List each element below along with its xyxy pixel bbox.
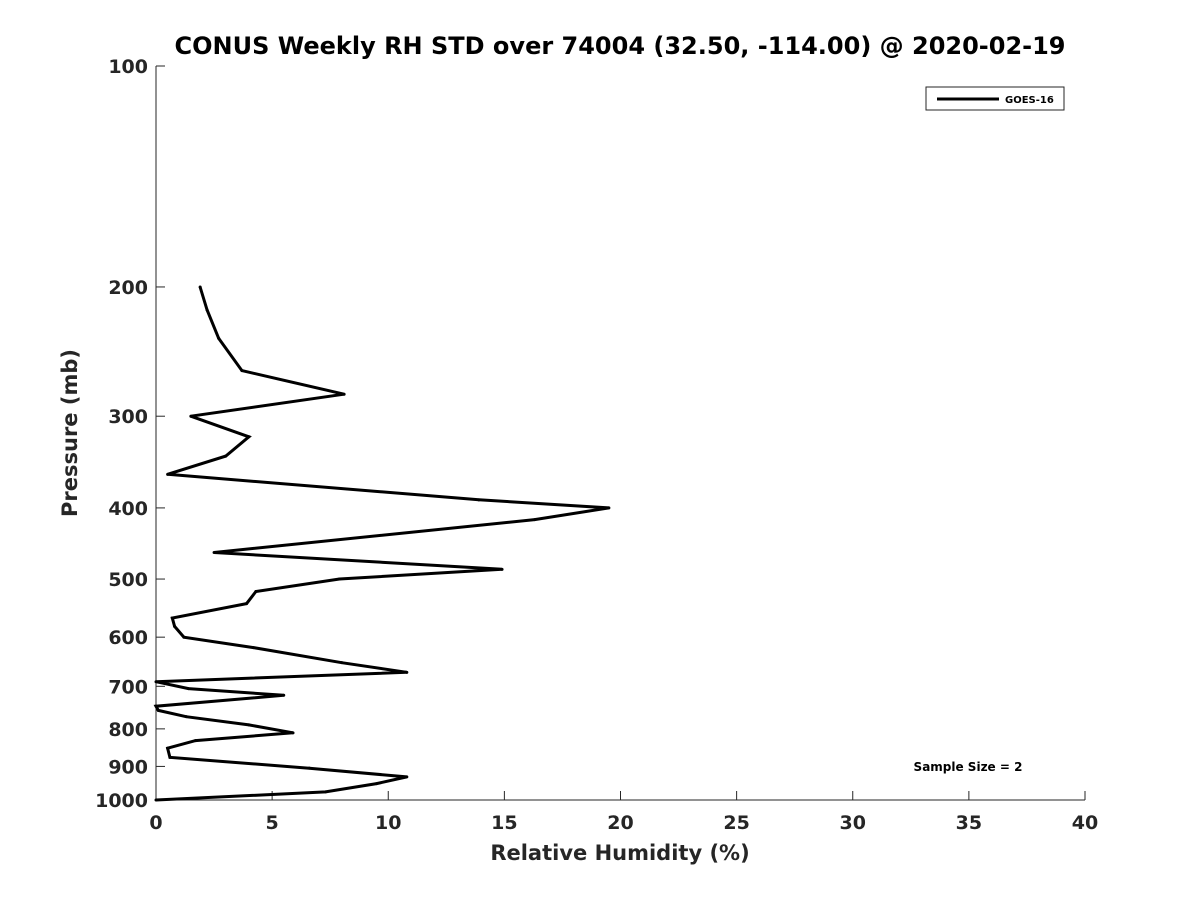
data-point	[405, 775, 409, 779]
data-point	[217, 336, 221, 340]
data-point	[168, 755, 172, 759]
data-point	[193, 739, 197, 743]
x-axis-label: Relative Humidity (%)	[490, 841, 749, 865]
data-point	[375, 782, 379, 786]
data-point	[477, 498, 481, 502]
data-point	[252, 646, 256, 650]
data-point	[156, 708, 160, 712]
x-tick-label: 40	[1072, 812, 1098, 834]
x-tick-label: 5	[266, 812, 279, 834]
series-line-goes16	[153, 286, 610, 802]
y-tick-label: 900	[108, 756, 148, 778]
y-axis-label: Pressure (mb)	[58, 349, 82, 517]
y-tick-label: 1000	[95, 790, 148, 812]
data-point	[500, 567, 504, 571]
y-tick-label: 400	[108, 498, 148, 520]
data-point	[324, 790, 328, 794]
data-point	[247, 435, 251, 439]
x-tick-label: 20	[607, 812, 633, 834]
plot-area	[155, 66, 1085, 801]
y-tick-label: 100	[108, 56, 148, 78]
sample-size-annotation: Sample Size = 2	[914, 760, 1023, 774]
data-point	[224, 454, 228, 458]
x-tick-label: 35	[956, 812, 982, 834]
y-tick-label: 700	[108, 676, 148, 698]
data-point	[154, 798, 158, 802]
data-point	[182, 635, 186, 639]
data-point	[307, 766, 311, 770]
y-tick-label: 600	[108, 627, 148, 649]
data-point	[291, 731, 295, 735]
x-tick-label: 0	[149, 812, 162, 834]
x-tick-label: 10	[375, 812, 401, 834]
data-point	[189, 414, 193, 418]
data-point	[342, 392, 346, 396]
chart-title: CONUS Weekly RH STD over 74004 (32.50, -…	[174, 32, 1065, 60]
data-point	[170, 616, 174, 620]
data-point	[607, 506, 611, 510]
legend-label-goes16: GOES-16	[1005, 95, 1054, 106]
y-tick-label: 500	[108, 569, 148, 591]
data-point	[254, 590, 258, 594]
y-ticks: 100 200 300 400 500 600 700 800 900 1000	[95, 56, 165, 812]
x-tick-label: 15	[491, 812, 517, 834]
data-point	[533, 518, 537, 522]
data-point	[184, 715, 188, 719]
data-point	[166, 746, 170, 750]
series-points	[154, 285, 611, 802]
y-tick-label: 800	[108, 719, 148, 741]
x-ticks: 0 5 10 15 20 25 30 35 40	[149, 791, 1098, 834]
data-point	[340, 661, 344, 665]
legend: GOES-16	[925, 86, 1065, 111]
x-tick-label: 25	[723, 812, 749, 834]
data-point	[247, 723, 251, 727]
y-tick-label: 200	[108, 277, 148, 299]
data-point	[154, 680, 158, 684]
data-point	[245, 602, 249, 606]
data-point	[337, 577, 341, 581]
data-point	[173, 624, 177, 628]
x-tick-label: 30	[840, 812, 866, 834]
data-point	[282, 693, 286, 697]
data-point	[212, 550, 216, 554]
data-point	[166, 472, 170, 476]
data-point	[205, 308, 209, 312]
data-point	[405, 670, 409, 674]
data-point	[240, 369, 244, 373]
data-point	[187, 687, 191, 691]
data-point	[154, 704, 158, 708]
y-tick-label: 300	[108, 406, 148, 428]
data-point	[198, 285, 202, 289]
